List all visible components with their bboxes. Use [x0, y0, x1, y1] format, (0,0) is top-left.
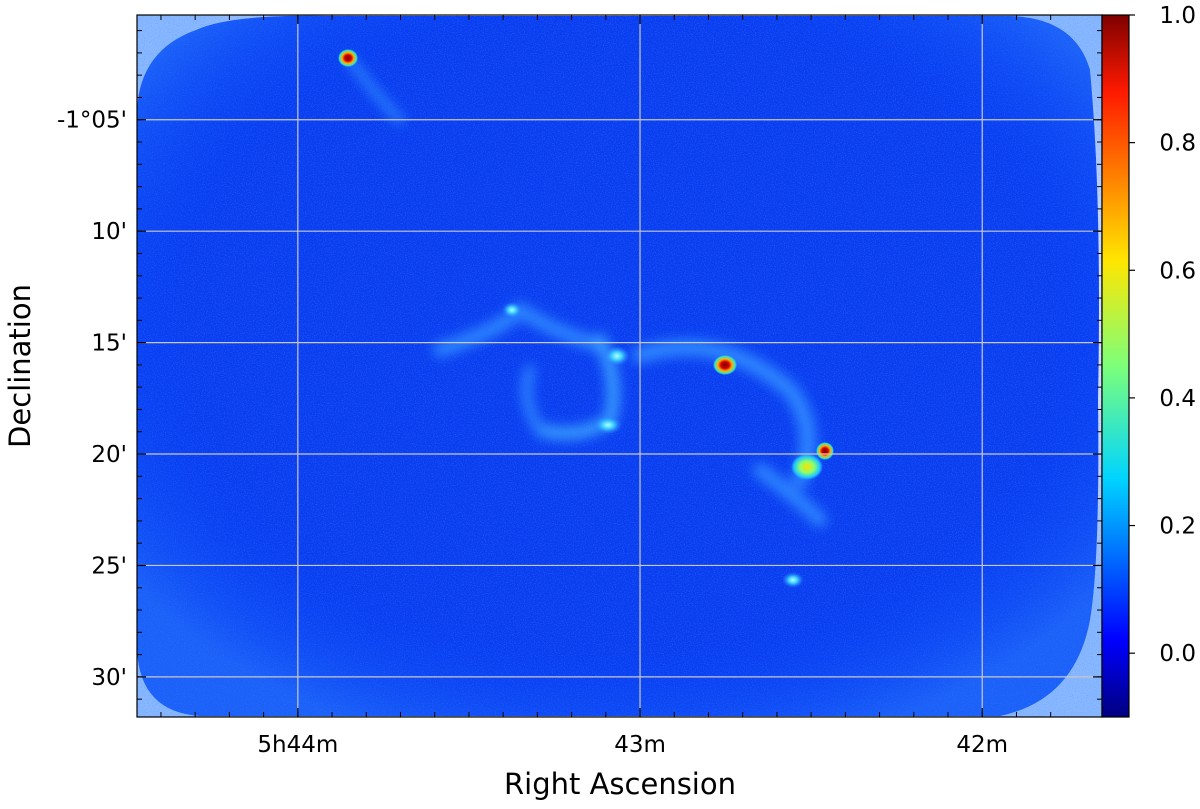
colorbar-tick-label: 0.6 [1159, 258, 1196, 284]
x-tick-label: 5h44m [257, 732, 338, 758]
x-axis-label: Right Ascension [504, 767, 736, 801]
colorbar-tick-label: 0.4 [1159, 386, 1196, 412]
axis-ticks: 5h44m 43m 42m -1°05' 10' 15' 20' 25' 30' [57, 15, 1102, 758]
x-tick-label: 42m [956, 732, 1008, 758]
source-faint [594, 416, 622, 434]
colorbar-tick-label: 1.0 [1159, 3, 1196, 29]
y-tick-label: 10' [91, 219, 127, 245]
colorbar-tick-label: 0.8 [1159, 131, 1196, 157]
y-tick-label: 25' [91, 553, 127, 579]
source-bright [713, 355, 737, 375]
source-medium [791, 454, 823, 480]
x-tick-label: 43m [614, 732, 666, 758]
colorbar [1101, 14, 1130, 718]
source-faint [782, 572, 804, 588]
source-bright [338, 49, 358, 67]
y-tick-label: -1°05' [57, 108, 127, 134]
colorbar-tick-label: 0.0 [1159, 641, 1196, 667]
sources [338, 49, 834, 588]
y-axis-label: Declination [3, 284, 37, 448]
source-bright [816, 442, 834, 460]
colorbar-tick-label: 0.2 [1159, 514, 1196, 540]
y-tick-label: 15' [91, 331, 127, 357]
y-tick-label: 20' [91, 442, 127, 468]
source-faint [502, 302, 522, 318]
colorbar-ticks: 0.0 0.2 0.4 0.6 0.8 1.0 [1129, 3, 1196, 667]
y-tick-label: 30' [91, 665, 127, 691]
source-faint [604, 346, 630, 366]
grid [137, 15, 1102, 717]
